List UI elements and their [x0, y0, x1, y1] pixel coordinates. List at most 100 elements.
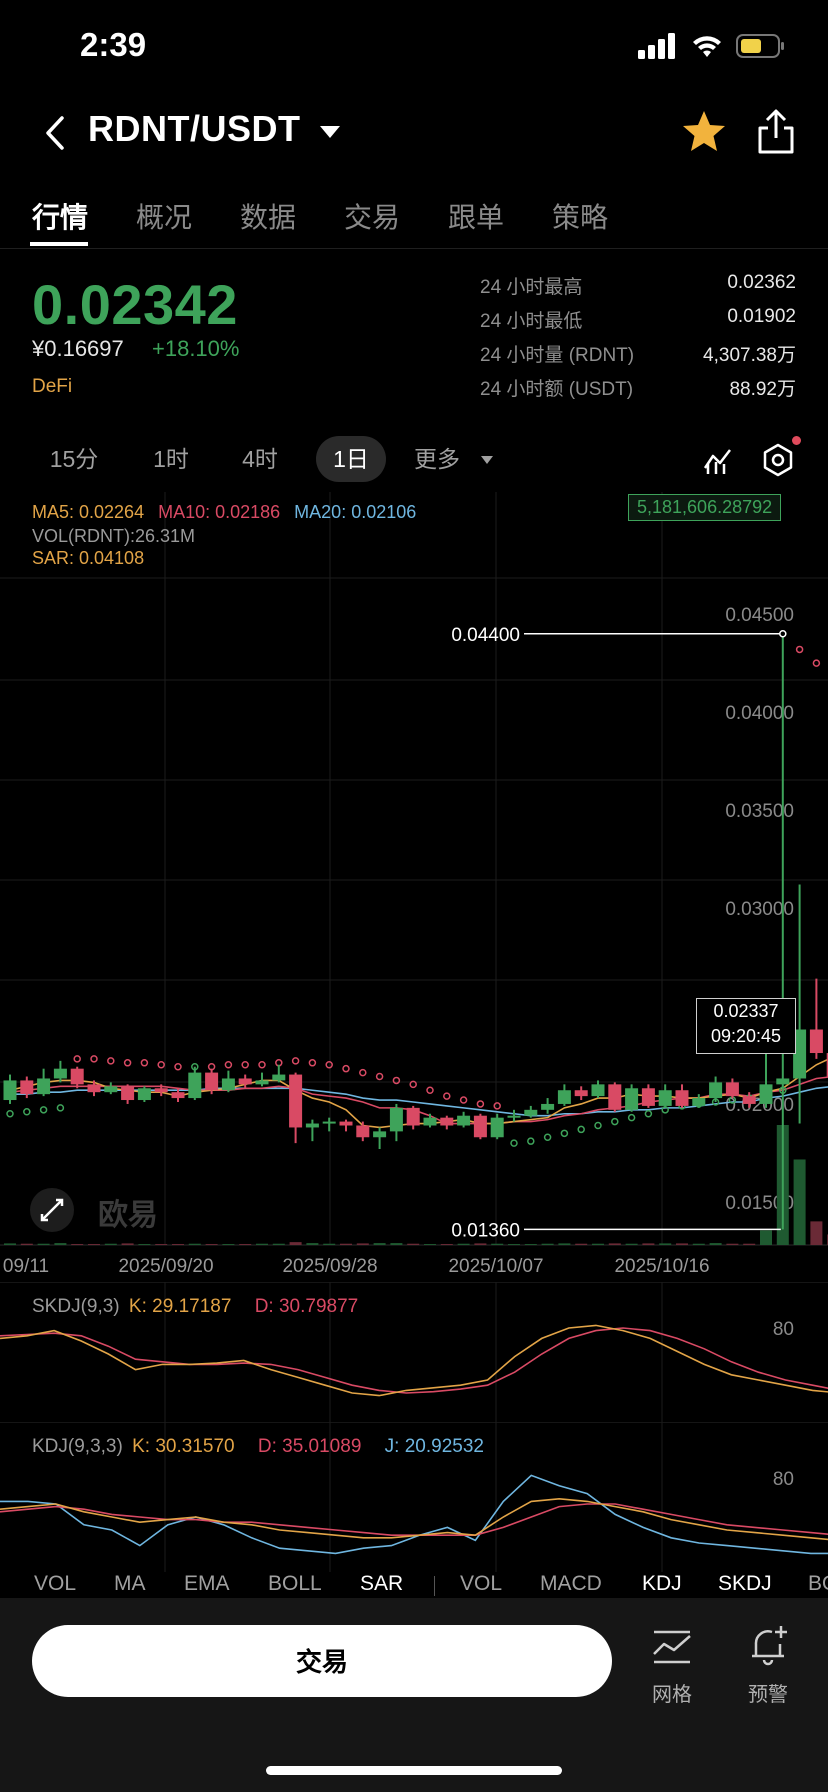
alert-label[interactable]: 预警	[748, 1684, 788, 1706]
volume-bar	[272, 1243, 285, 1245]
tab-overview[interactable]: 概况	[136, 202, 193, 233]
candle-body	[709, 1082, 723, 1099]
volume-bar	[625, 1243, 638, 1245]
sar-dot	[241, 1061, 249, 1069]
volume-bar	[188, 1243, 201, 1245]
candlestick-chart[interactable]: 0.045000.040000.035000.030000.025000.020…	[0, 492, 828, 1282]
tab-trade[interactable]: 交易	[344, 202, 401, 233]
volume-bar	[4, 1243, 16, 1245]
interval-15m[interactable]: 15分	[49, 446, 99, 472]
itab-boll-sub[interactable]: BO	[808, 1572, 828, 1595]
candle-body	[389, 1107, 403, 1132]
price-change: +18.10%	[152, 336, 240, 361]
pair-title[interactable]: RDNT/USDT	[88, 108, 301, 149]
itab-vol[interactable]: VOL	[34, 1572, 77, 1595]
star-icon[interactable]	[680, 108, 728, 156]
sar-dot	[73, 1055, 81, 1063]
tab-copy-trade[interactable]: 跟单	[448, 202, 505, 233]
skdj-name: SKDJ(9,3)	[32, 1296, 120, 1317]
tab-data[interactable]: 数据	[240, 202, 297, 233]
sar-dot	[157, 1061, 165, 1069]
category-tag[interactable]: DeFi	[32, 376, 73, 397]
stat-value: 4,307.38万	[703, 345, 796, 366]
stat-value: 88.92万	[729, 379, 796, 400]
grid-trading-icon[interactable]	[652, 1628, 692, 1664]
itab-macd[interactable]: MACD	[540, 1572, 602, 1595]
ma10-value: MA10: 0.02186	[158, 502, 281, 522]
volume-bar	[424, 1244, 436, 1245]
ma20-value: MA20: 0.02106	[294, 502, 417, 522]
y-tick-label: 0.03000	[725, 899, 794, 920]
itab-vol-sub[interactable]: VOL	[460, 1572, 503, 1595]
sar-dot	[291, 1057, 300, 1065]
stat-label: 24 小时最低	[480, 311, 583, 332]
tab-strategy[interactable]: 策略	[552, 202, 609, 233]
volume-bar	[592, 1243, 604, 1245]
volume-bar	[524, 1244, 537, 1245]
kdj-chart[interactable]: 80	[0, 1422, 828, 1572]
candle-body	[625, 1088, 639, 1110]
sub-y-tick: 80	[773, 1319, 794, 1340]
sar-dot	[90, 1055, 98, 1063]
candle-body	[37, 1078, 51, 1095]
x-tick-label: 2025/10/16	[614, 1256, 709, 1277]
volume-bar	[88, 1244, 100, 1245]
itab-ma[interactable]: MA	[114, 1572, 146, 1595]
kdj-name: KDJ(9,3,3)	[32, 1436, 123, 1457]
tabs-divider	[0, 248, 828, 249]
bell-plus-icon[interactable]	[748, 1624, 790, 1666]
itab-skdj[interactable]: SKDJ	[718, 1572, 772, 1595]
expand-icon[interactable]	[30, 1188, 74, 1232]
back-icon[interactable]	[36, 108, 76, 158]
caret-down-icon[interactable]	[480, 455, 494, 465]
volume-bar	[390, 1243, 403, 1245]
sar-dot	[543, 1133, 552, 1142]
volume-bar	[20, 1243, 33, 1245]
volume-bar	[289, 1242, 302, 1245]
indicator-icon[interactable]	[702, 444, 734, 476]
sar-dot	[493, 1102, 501, 1110]
itab-boll[interactable]: BOLL	[268, 1572, 322, 1595]
ma-legend: MA5: 0.02264 MA10: 0.02186 MA20: 0.02106	[32, 502, 430, 523]
sub-line-d	[0, 1327, 828, 1394]
caret-down-icon[interactable]	[318, 124, 342, 140]
candle-body	[423, 1117, 437, 1126]
candle-body	[70, 1068, 84, 1085]
grid-label[interactable]: 网格	[652, 1684, 692, 1706]
volume-bar	[121, 1243, 134, 1245]
itab-kdj[interactable]: KDJ	[642, 1572, 682, 1595]
trade-button[interactable]: 交易	[32, 1625, 612, 1697]
volume-bar	[172, 1244, 184, 1245]
main-tabs: 行情 概况 数据 交易 跟单 策略	[0, 190, 828, 248]
share-icon[interactable]	[756, 108, 796, 156]
ma5-value: MA5: 0.02264	[32, 502, 145, 522]
candle-body	[305, 1123, 319, 1128]
volume-bar	[222, 1244, 235, 1245]
current-price-value: 0.02337	[713, 1001, 779, 1021]
signal-icon	[638, 33, 675, 59]
volume-bar	[676, 1243, 688, 1245]
stat-label: 24 小时最高	[480, 277, 583, 298]
settings-icon[interactable]	[762, 443, 794, 477]
status-icons	[638, 26, 786, 66]
brand-watermark: 欧易	[98, 1199, 158, 1232]
sar-legend: SAR: 0.04108	[32, 548, 145, 568]
itab-sar[interactable]: SAR	[360, 1572, 404, 1595]
interval-1h[interactable]: 1时	[153, 446, 189, 472]
volume-bar	[205, 1244, 218, 1245]
sar-dot	[140, 1059, 149, 1067]
candle-body	[675, 1090, 689, 1106]
candle-body	[793, 1029, 807, 1079]
itab-ema[interactable]: EMA	[184, 1572, 230, 1595]
skdj-chart[interactable]: 80	[0, 1282, 828, 1422]
interval-1d[interactable]: 1日	[316, 436, 386, 482]
interval-4h[interactable]: 4时	[242, 446, 278, 472]
wifi-icon	[693, 36, 721, 57]
sub-line-k	[0, 1497, 828, 1541]
tab-market[interactable]: 行情	[32, 202, 89, 233]
sar-dot	[258, 1061, 266, 1069]
candle-body	[826, 1053, 828, 1077]
interval-more[interactable]: 更多	[414, 446, 460, 472]
stat-volume: 24 小时量 (RDNT) 4,307.38万	[480, 340, 796, 374]
candle-body	[238, 1078, 252, 1085]
